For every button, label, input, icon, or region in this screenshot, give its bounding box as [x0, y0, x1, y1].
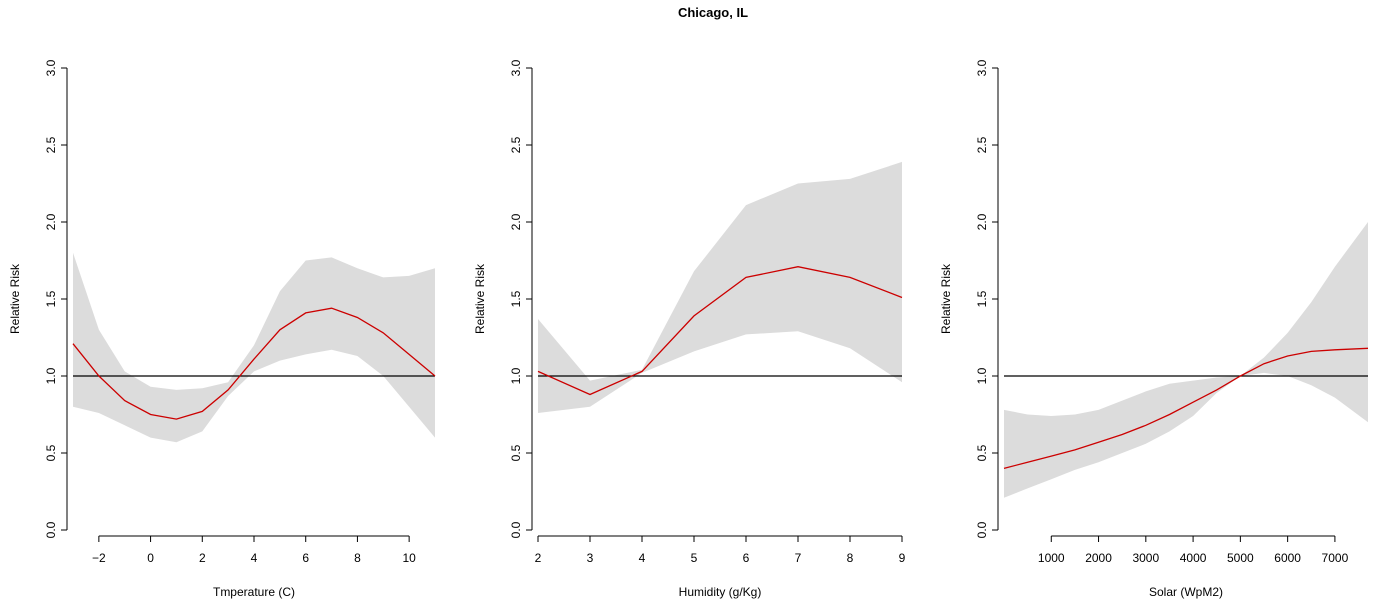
y-tick-label: 1.5	[509, 290, 523, 307]
y-tick-label: 0.5	[509, 444, 523, 461]
y-tick-label: 1.5	[44, 290, 58, 307]
estimate-line	[72, 307, 436, 420]
x-tick-label: 3000	[1132, 551, 1159, 565]
x-tick-label: 6	[743, 551, 750, 565]
x-tick-label: 2000	[1085, 551, 1112, 565]
confidence-band	[73, 252, 435, 443]
y-tick-label: 2.0	[44, 213, 58, 230]
y-tick-label: 3.0	[509, 59, 523, 76]
y-tick-label: 0.0	[509, 521, 523, 538]
y-tick-label: 2.5	[509, 136, 523, 153]
x-tick-label: 4	[639, 551, 646, 565]
y-tick-label: 0.5	[975, 444, 989, 461]
y-tick-label: 0.0	[975, 521, 989, 538]
x-axis-title: Tmperature (C)	[213, 585, 295, 599]
y-axis-title: Relative Risk	[8, 263, 22, 334]
y-tick-label: 1.0	[975, 367, 989, 384]
y-tick-label: 2.5	[975, 136, 989, 153]
x-tick-label: 5000	[1227, 551, 1254, 565]
y-tick-label: 1.0	[509, 367, 523, 384]
x-tick-label: 8	[354, 551, 361, 565]
chart-panel-1: −2 0 2 4 6 8 10 Tmperature (C) 0.0 0.5 1.0 1.5 2.0 2.…	[8, 59, 436, 599]
y-tick-label: 0.0	[44, 521, 58, 538]
y-tick-label: 3.0	[975, 59, 989, 76]
confidence-band	[538, 161, 902, 413]
x-tick-label: 2	[535, 551, 542, 565]
x-tick-label: 7000	[1322, 551, 1349, 565]
confidence-band	[1004, 222, 1368, 498]
x-axis-title: Humidity (g/Kg)	[679, 585, 762, 599]
x-axis-title: Solar (WpM2)	[1149, 585, 1223, 599]
y-tick-label: 2.5	[44, 136, 58, 153]
y-tick-label: 0.5	[44, 444, 58, 461]
x-tick-label: 10	[402, 551, 416, 565]
x-tick-label: 9	[899, 551, 906, 565]
x-tick-label: 3	[587, 551, 594, 565]
x-tick-label: 2	[199, 551, 206, 565]
y-tick-label: 1.5	[975, 290, 989, 307]
y-axis-title: Relative Risk	[939, 263, 953, 334]
y-axis-title: Relative Risk	[473, 263, 487, 334]
x-tick-label: 0	[147, 551, 154, 565]
x-tick-label: 4000	[1180, 551, 1207, 565]
estimate-line	[1003, 347, 1369, 470]
x-tick-label: 5	[691, 551, 698, 565]
chart-panel-2: 2 3 4 5 6 7 8 9 Humidity (g/Kg) 0.0 0.5 1.0 1.5 2.0 2.…	[473, 59, 906, 599]
x-tick-label: 6	[302, 551, 309, 565]
x-tick-label: 4	[251, 551, 258, 565]
figure-title: Chicago, IL	[678, 5, 748, 20]
x-tick-label: 1000	[1038, 551, 1065, 565]
chart-panel-3: 1000 2000 3000 4000 5000 6000 7000 Solar (WpM2)…	[939, 59, 1369, 599]
y-tick-label: 3.0	[44, 59, 58, 76]
x-tick-label: 6000	[1274, 551, 1301, 565]
x-tick-label: −2	[92, 551, 106, 565]
y-tick-label: 2.0	[975, 213, 989, 230]
x-tick-label: 7	[795, 551, 802, 565]
y-tick-label: 2.0	[509, 213, 523, 230]
y-tick-label: 1.0	[44, 367, 58, 384]
estimate-line	[537, 266, 903, 396]
x-tick-label: 8	[847, 551, 854, 565]
